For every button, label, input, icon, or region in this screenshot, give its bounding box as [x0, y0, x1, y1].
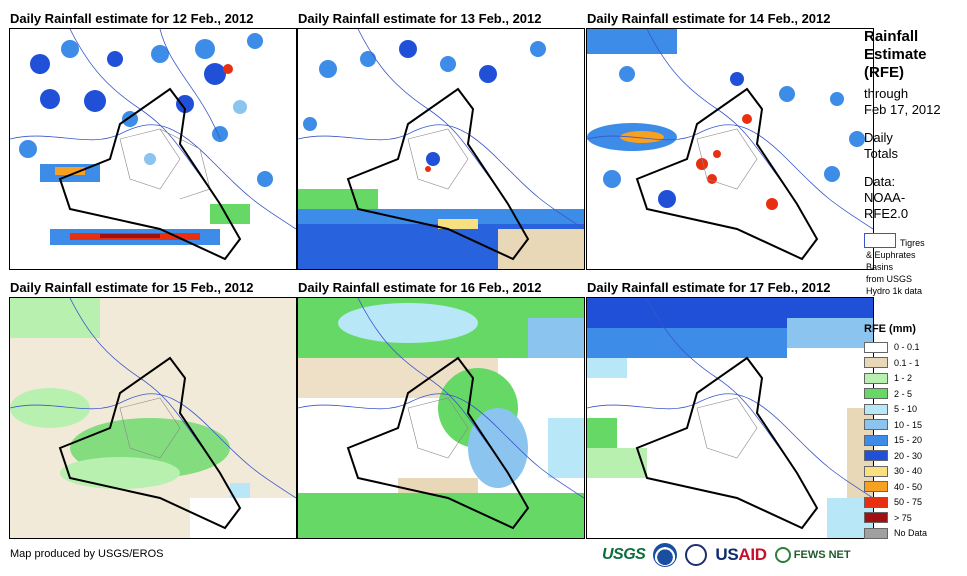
- partner-logos: USGS USAID FEWS NET: [602, 540, 851, 570]
- panel-title-17feb: Daily Rainfall estimate for 17 Feb., 201…: [587, 280, 831, 295]
- sidebar-through: through: [864, 86, 909, 101]
- legend-swatch: [864, 465, 888, 477]
- sidebar-daily: Daily: [864, 130, 893, 145]
- panel-title-12feb: Daily Rainfall estimate for 12 Feb., 201…: [10, 11, 254, 26]
- panel-title-16feb: Daily Rainfall estimate for 16 Feb., 201…: [298, 280, 542, 295]
- legend-item: 10 - 15: [864, 418, 922, 432]
- legend-label: 40 - 50: [894, 481, 923, 492]
- province-boundaries: [407, 128, 469, 190]
- sidebar-data-label: Data:: [864, 174, 896, 189]
- legend-item: 20 - 30: [864, 449, 922, 463]
- country-border: [58, 87, 242, 261]
- legend-title: RFE (mm): [864, 323, 916, 335]
- rainfall-map-12feb: [9, 28, 297, 270]
- rainfall-map-16feb: [297, 297, 585, 539]
- noaa-logo-icon: [653, 543, 678, 567]
- panel-title-13feb: Daily Rainfall estimate for 13 Feb., 201…: [298, 11, 542, 26]
- sidebar-data-source-2: RFE2.0: [864, 206, 909, 221]
- legend-swatch: [864, 527, 888, 539]
- basin-text-line: Tigres: [900, 238, 925, 248]
- basin-text-line: from USGS: [866, 274, 913, 284]
- panel-title-15feb: Daily Rainfall estimate for 15 Feb., 201…: [10, 280, 254, 295]
- basin-outline-swatch: [864, 233, 896, 248]
- province-boundaries: [696, 397, 758, 459]
- rainfall-map-13feb: [297, 28, 585, 270]
- legend-swatch: [864, 357, 888, 368]
- legend-label: No Data: [894, 528, 928, 538]
- legend-swatch: [864, 450, 888, 461]
- province-boundaries: [407, 397, 469, 459]
- rainfall-blobs: [19, 33, 273, 245]
- basin-text-line: & Euphrates: [866, 250, 916, 260]
- sidebar-title-line: (RFE): [864, 64, 904, 81]
- country-border: [58, 356, 242, 530]
- basin-text-line: Basins: [866, 262, 894, 272]
- country-border: [635, 87, 819, 261]
- legend-item: 1 - 2: [864, 371, 912, 385]
- legend-swatch: [864, 481, 888, 492]
- legend-label: 0 - 0.1: [894, 342, 920, 352]
- rainfall-map-15feb: [9, 297, 297, 539]
- province-boundaries: [119, 397, 181, 459]
- map-credit: Map produced by USGS/EROS: [10, 548, 164, 560]
- rainfall-blobs: [298, 298, 584, 538]
- sidebar-data-source-1: NOAA-: [864, 190, 906, 205]
- legend-swatch: [864, 434, 888, 446]
- country-border: [346, 87, 530, 261]
- legend-item: 40 - 50: [864, 480, 922, 494]
- legend-item: 2 - 5: [864, 387, 912, 401]
- legend-label: 10 - 15: [894, 419, 923, 430]
- province-boundaries: [696, 128, 758, 190]
- rainfall-map-17feb: [586, 297, 874, 539]
- legend-swatch: [864, 403, 888, 415]
- legend-label: 30 - 40: [894, 466, 923, 476]
- rainfall-blobs: [587, 298, 873, 538]
- legend-item: 0 - 0.1: [864, 340, 920, 354]
- usaid-logo: USAID: [715, 545, 767, 565]
- legend-item: 15 - 20: [864, 433, 922, 447]
- legend-label: 5 - 10: [894, 404, 918, 414]
- legend-label: > 75: [894, 512, 912, 523]
- legend-swatch: [864, 419, 888, 430]
- sidebar-title-line: Rainfall: [864, 28, 919, 45]
- usaid-logo-aid: AID: [738, 545, 767, 564]
- fews-net-logo: FEWS NET: [774, 547, 851, 563]
- country-border: [635, 356, 819, 530]
- country-border: [346, 356, 530, 530]
- rainfall-blobs: [10, 298, 296, 538]
- rainfall-blobs: [298, 40, 584, 269]
- sidebar-date: Feb 17, 2012: [864, 102, 941, 117]
- legend-label: 15 - 20: [894, 435, 923, 445]
- legend-item: 30 - 40: [864, 464, 922, 478]
- sidebar-title-line: Estimate: [864, 46, 927, 63]
- basin-legend-text: Tigres & Euphrates Basins from USGS Hydr…: [866, 237, 958, 297]
- legend-label: 20 - 30: [894, 450, 923, 461]
- legend-item: > 75: [864, 511, 912, 525]
- panel-title-14feb: Daily Rainfall estimate for 14 Feb., 201…: [587, 11, 831, 26]
- legend-swatch: [864, 496, 888, 508]
- sidebar-title: Rainfall Estimate (RFE): [864, 28, 927, 82]
- legend-swatch: [864, 372, 888, 384]
- province-boundaries: [119, 128, 211, 200]
- basin-text-line: Hydro 1k data: [866, 286, 923, 296]
- legend-item: No Data: [864, 526, 927, 540]
- globe-icon: [774, 547, 791, 563]
- usaid-logo-us: US: [715, 545, 739, 564]
- legend-label: 0.1 - 1: [894, 357, 920, 368]
- fews-net-label: FEWS NET: [793, 549, 851, 561]
- usgs-logo: USGS: [602, 546, 646, 563]
- legend-item: 0.1 - 1: [864, 356, 920, 370]
- legend-label: 50 - 75: [894, 497, 923, 507]
- agency-seal-icon: [685, 544, 708, 566]
- rainfall-blobs: [587, 29, 865, 210]
- legend-label: 2 - 5: [894, 388, 913, 399]
- legend-item: 50 - 75: [864, 495, 922, 509]
- legend-swatch: [864, 512, 888, 523]
- sidebar-totals: Totals: [864, 146, 898, 161]
- legend-swatch: [864, 341, 888, 353]
- legend-item: 5 - 10: [864, 402, 917, 416]
- rainfall-map-14feb: [586, 28, 874, 270]
- legend-swatch: [864, 388, 888, 399]
- legend-label: 1 - 2: [894, 373, 913, 383]
